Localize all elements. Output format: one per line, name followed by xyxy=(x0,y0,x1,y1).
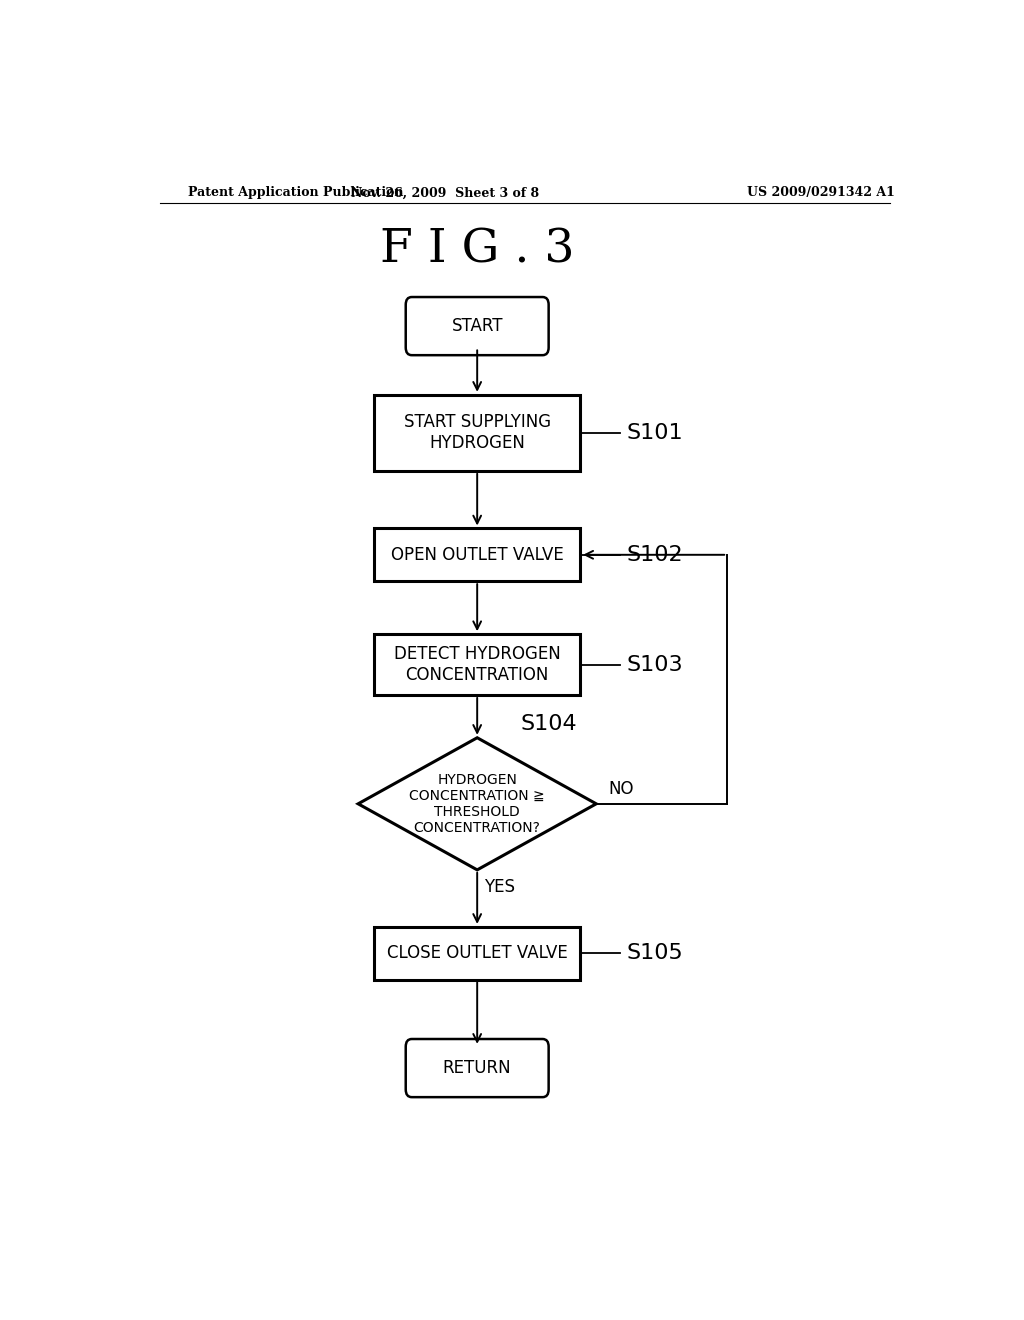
Text: YES: YES xyxy=(483,878,514,896)
Text: S102: S102 xyxy=(627,545,683,565)
Text: Patent Application Publication: Patent Application Publication xyxy=(187,186,403,199)
FancyBboxPatch shape xyxy=(406,1039,549,1097)
Text: S104: S104 xyxy=(521,714,578,734)
Text: S101: S101 xyxy=(627,422,683,442)
Text: RETURN: RETURN xyxy=(442,1059,512,1077)
Text: OPEN OUTLET VALVE: OPEN OUTLET VALVE xyxy=(391,545,563,564)
Bar xyxy=(374,528,581,581)
FancyBboxPatch shape xyxy=(406,297,549,355)
Text: HYDROGEN
CONCENTRATION ≧
THRESHOLD
CONCENTRATION?: HYDROGEN CONCENTRATION ≧ THRESHOLD CONCE… xyxy=(410,772,545,836)
Text: START SUPPLYING
HYDROGEN: START SUPPLYING HYDROGEN xyxy=(403,413,551,453)
Text: DETECT HYDROGEN
CONCENTRATION: DETECT HYDROGEN CONCENTRATION xyxy=(394,645,560,684)
Text: CLOSE OUTLET VALVE: CLOSE OUTLET VALVE xyxy=(387,944,567,962)
Polygon shape xyxy=(358,738,596,870)
Text: F I G . 3: F I G . 3 xyxy=(380,227,574,272)
Bar xyxy=(374,927,581,979)
Text: S105: S105 xyxy=(627,944,683,964)
Text: START: START xyxy=(452,317,503,335)
Bar xyxy=(374,395,581,471)
Text: Nov. 26, 2009  Sheet 3 of 8: Nov. 26, 2009 Sheet 3 of 8 xyxy=(351,186,540,199)
Bar xyxy=(374,634,581,696)
Text: S103: S103 xyxy=(627,655,683,675)
Text: US 2009/0291342 A1: US 2009/0291342 A1 xyxy=(748,186,895,199)
Text: NO: NO xyxy=(608,780,634,797)
